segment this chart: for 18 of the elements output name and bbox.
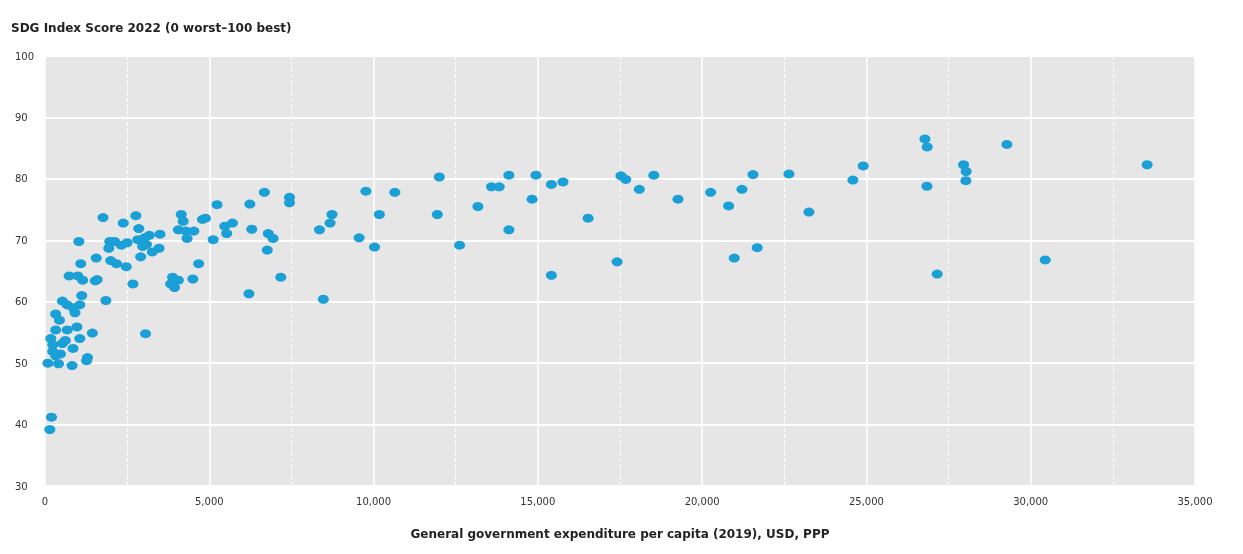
x-tick-label: 5,000	[194, 495, 224, 507]
y-tick-label: 30	[15, 480, 28, 492]
y-tick-label: 40	[15, 419, 28, 431]
y-axis-title: SDG Index Score 2022 (0 worst–100 best)	[11, 21, 292, 35]
x-tick-label: 10,000	[356, 495, 392, 507]
y-tick-label: 70	[15, 234, 28, 246]
x-tick-label: 15,000	[520, 495, 556, 507]
x-tick-label: 35,000	[1177, 495, 1213, 507]
y-tick-label: 90	[15, 111, 28, 123]
x-tick-label: 30,000	[1013, 495, 1049, 507]
y-tick-label: 80	[15, 173, 28, 185]
x-tick-label: 20,000	[684, 495, 720, 507]
x-tick-label: 25,000	[848, 495, 884, 507]
y-tick-label: 100	[15, 50, 35, 62]
y-tick-label: 60	[15, 296, 28, 308]
x-axis-title: General government expenditure per capita (2019), USD, PPP	[410, 527, 830, 541]
y-tick-label: 50	[15, 357, 28, 369]
x-tick-label: 0	[41, 495, 49, 507]
